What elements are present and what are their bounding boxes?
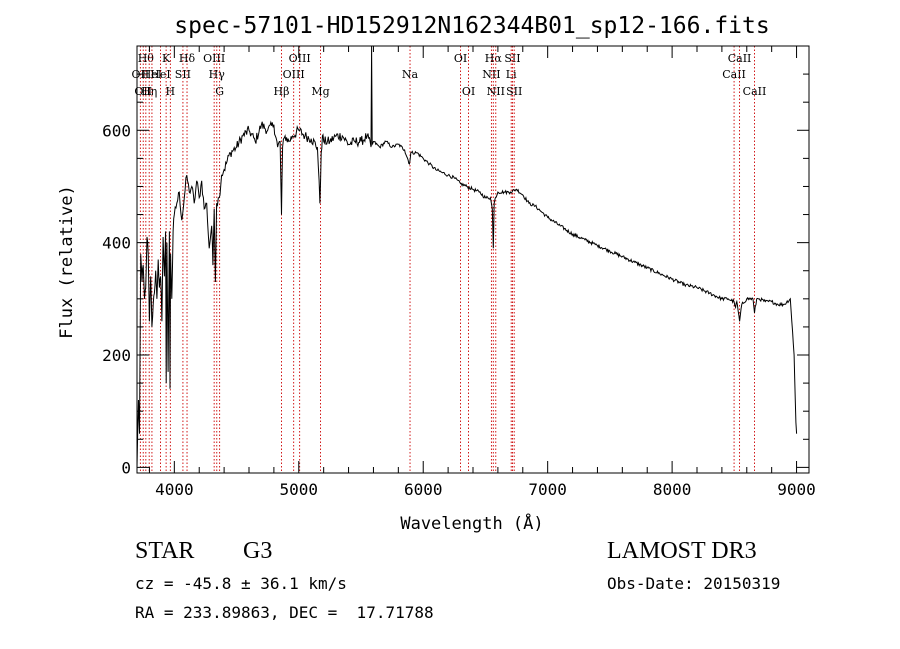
object-class: STAR bbox=[135, 538, 195, 564]
line-marker-label-5: HeI bbox=[150, 68, 170, 81]
y-tick-label-2: 400 bbox=[102, 234, 131, 253]
coordinates: RA = 233.89863, DEC = 17.71788 bbox=[135, 603, 434, 622]
x-tick-label-4: 8000 bbox=[653, 480, 692, 499]
line-marker-label-2: Hθ bbox=[138, 52, 155, 65]
x-tick-label-3: 7000 bbox=[528, 480, 567, 499]
redshift-value: cz = -45.8 ± 36.1 km/s bbox=[135, 574, 347, 593]
line-marker-label-13: Hβ bbox=[274, 85, 290, 98]
line-marker-label-4: HeI bbox=[142, 68, 162, 81]
line-marker-label-1: OII bbox=[134, 85, 152, 98]
line-marker-label-21: Hα bbox=[485, 52, 503, 65]
object-subclass: G3 bbox=[243, 538, 273, 564]
line-marker-label-15: OIII bbox=[289, 52, 311, 65]
x-tick-label-1: 5000 bbox=[280, 480, 319, 499]
line-marker-label-18: OI bbox=[454, 52, 467, 65]
axes-frame bbox=[136, 45, 810, 474]
obs-date: Obs-Date: 20150319 bbox=[607, 574, 781, 593]
x-tick-label-2: 6000 bbox=[404, 480, 443, 499]
axis-ticks: 4000 5000 6000 7000 8000 9000 0 200 400 600 bbox=[102, 45, 816, 499]
line-marker-label-6: K bbox=[162, 52, 171, 65]
line-marker-label-26: CaII bbox=[722, 68, 746, 81]
x-tick-label-0: 4000 bbox=[155, 480, 194, 499]
line-marker-label-7: H bbox=[166, 85, 176, 98]
line-marker-label-10: OIII bbox=[203, 52, 225, 65]
x-tick-label-5: 9000 bbox=[777, 480, 816, 499]
y-tick-label-3: 600 bbox=[102, 121, 131, 140]
y-tick-label-1: 200 bbox=[102, 346, 131, 365]
line-marker-label-22: NII bbox=[487, 85, 505, 98]
line-marker-label-3: Hη bbox=[141, 85, 157, 98]
plot-frame bbox=[136, 45, 810, 474]
line-marker-label-11: Hγ bbox=[209, 68, 226, 81]
line-marker-label-19: OI bbox=[462, 85, 475, 98]
x-axis-label: Wavelength (Å) bbox=[400, 512, 543, 534]
spectrum-line bbox=[136, 45, 798, 468]
line-marker-label-23: Li bbox=[506, 68, 517, 81]
line-marker-label-24: SII bbox=[504, 52, 520, 65]
y-tick-label-0: 0 bbox=[121, 458, 131, 477]
survey-name: LAMOST DR3 bbox=[607, 538, 757, 564]
line-marker-label-16: Mg bbox=[311, 85, 329, 98]
line-marker-label-9: Hδ bbox=[179, 52, 196, 65]
line-marker-label-12: G bbox=[215, 85, 224, 98]
line-marker-label-28: CaII bbox=[743, 85, 767, 98]
y-axis-label: Flux (relative) bbox=[57, 185, 77, 339]
line-marker-label-20: NII bbox=[482, 68, 500, 81]
chart-title: spec-57101-HD152912N162344B01_sp12-166.f… bbox=[174, 13, 769, 39]
spectrum-series bbox=[136, 45, 798, 468]
line-marker-label-14: OIII bbox=[283, 68, 305, 81]
line-marker-label-25: SII bbox=[506, 85, 522, 98]
line-marker-label-8: SII bbox=[175, 68, 191, 81]
line-marker-label-27: CaII bbox=[728, 52, 752, 65]
line-marker-label-17: Na bbox=[402, 68, 419, 81]
